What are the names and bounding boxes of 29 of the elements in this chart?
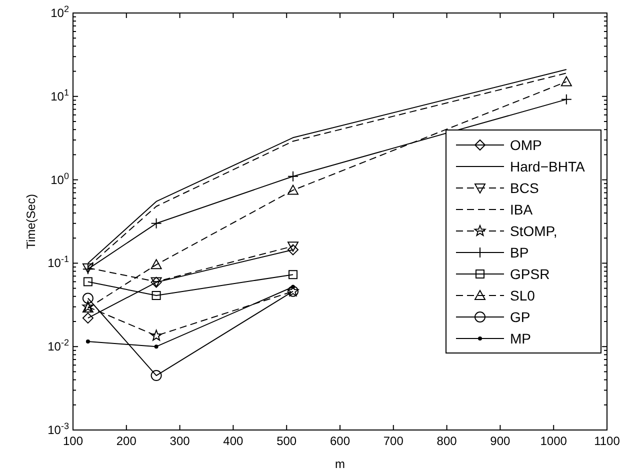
x-tick-label: 500	[276, 434, 297, 448]
x-tick-label: 300	[170, 434, 190, 448]
legend-label: BP	[510, 244, 529, 260]
legend-label: GPSR	[510, 266, 550, 282]
y-tick-label: 10$^{-1}$	[48, 254, 69, 270]
legend-label: Hard−BHTA	[510, 158, 586, 174]
x-tick-label: 800	[436, 434, 458, 448]
x-tick-label: 900	[490, 434, 511, 448]
x-tick-label: 200	[116, 434, 137, 448]
y-tick-label: 10$^{-2}$	[48, 338, 69, 354]
y-tick-label: 10$^{-3}$	[48, 421, 69, 437]
x-tick-label: 1100	[594, 434, 620, 448]
legend-label: IBA	[510, 202, 534, 218]
y-tick-label: 10$^{0}$	[50, 170, 69, 187]
legend-label: GP	[510, 309, 530, 325]
x-axis-title: m	[335, 457, 345, 471]
x-tick-label: 600	[330, 434, 350, 448]
x-tick-label: 700	[383, 434, 404, 448]
x-tick-label: 400	[223, 434, 244, 448]
legend-label: SL0	[510, 288, 536, 304]
y-tick-label: 10$^{1}$	[50, 87, 69, 104]
x-tick-label: 100	[62, 434, 84, 448]
legend-label: StOMP,	[510, 223, 558, 239]
legend-label: BCS	[510, 180, 539, 196]
y-axis-title: Time(Sec)	[24, 194, 38, 249]
legend-label: MP	[510, 330, 531, 346]
legend-label: OMP	[510, 137, 542, 153]
x-tick-label: 1000	[540, 434, 568, 448]
y-tick-label: 10$^{2}$	[50, 4, 69, 20]
